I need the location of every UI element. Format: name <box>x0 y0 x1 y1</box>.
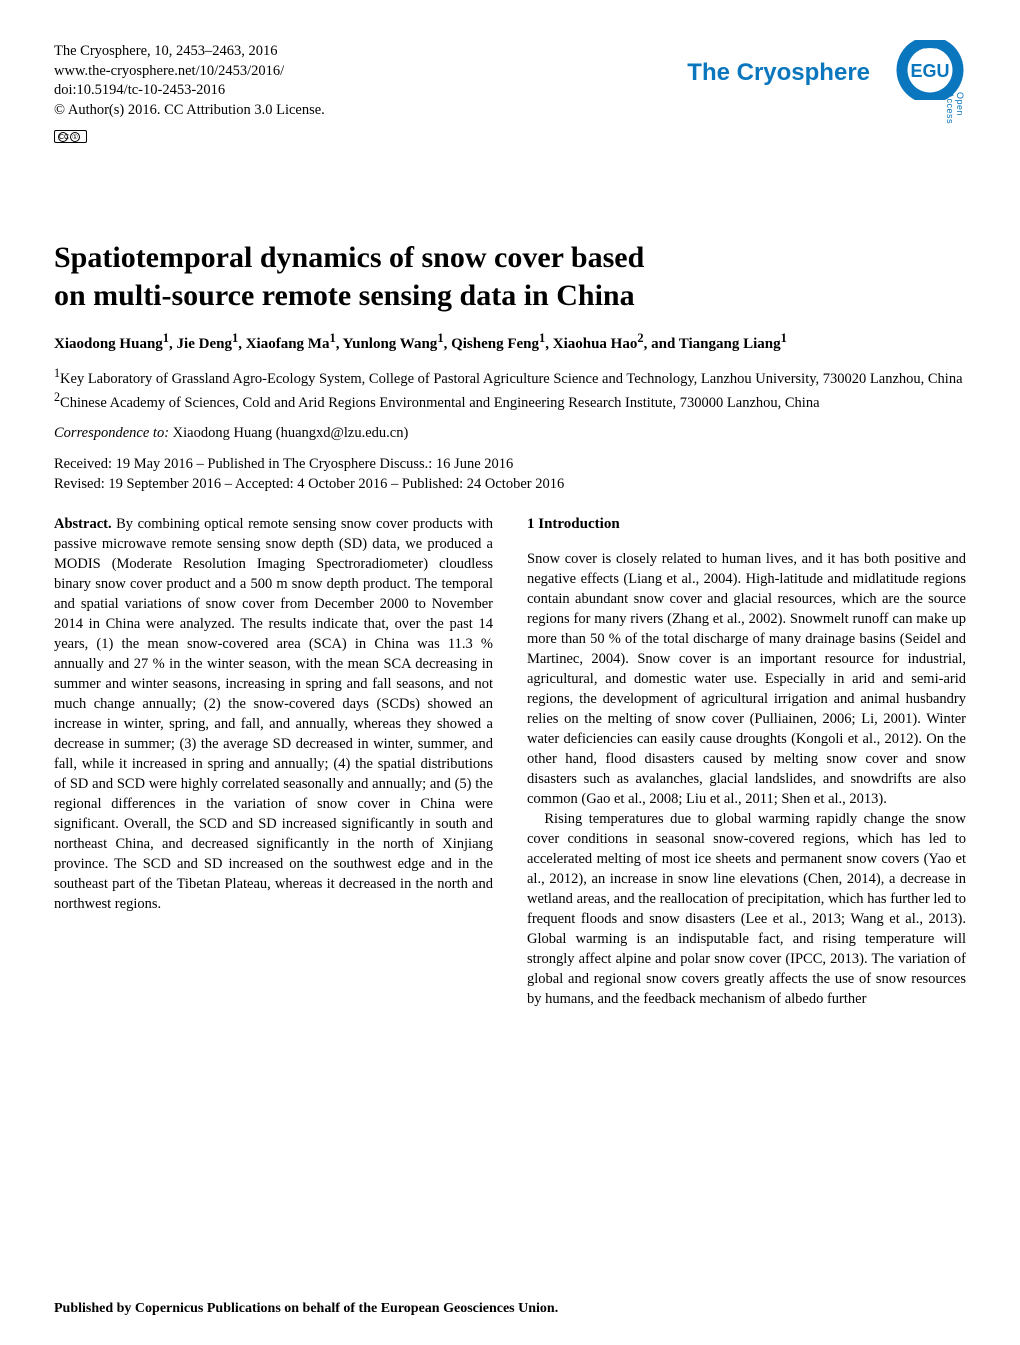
cc-license-row: CC① <box>54 126 966 144</box>
intro-paragraph-1: Snow cover is closely related to human l… <box>527 549 966 809</box>
affiliation-2: 2Chinese Academy of Sciences, Cold and A… <box>54 389 966 413</box>
affiliations: 1Key Laboratory of Grassland Agro-Ecolog… <box>54 365 966 413</box>
correspondence-label: Correspondence to: <box>54 425 169 441</box>
title-line-2: on multi-source remote sensing data in C… <box>54 279 635 312</box>
intro-paragraph-2: Rising temperatures due to global warmin… <box>527 809 966 1009</box>
correspondence-text: Xiaodong Huang (huangxd@lzu.edu.cn) <box>169 425 408 441</box>
title-line-1: Spatiotemporal dynamics of snow cover ba… <box>54 241 644 274</box>
abstract-label: Abstract. <box>54 516 112 532</box>
authors-line: Xiaodong Huang1, Jie Deng1, Xiaofang Ma1… <box>54 330 966 354</box>
section-heading-intro: 1 Introduction <box>527 514 966 535</box>
cc-by-icon: ① <box>70 132 80 142</box>
cc-badge-icon: CC① <box>54 130 87 143</box>
open-access-label: Open Access <box>945 92 965 124</box>
affiliation-1: 1Key Laboratory of Grassland Agro-Ecolog… <box>54 365 966 389</box>
article-title: Spatiotemporal dynamics of snow cover ba… <box>54 239 966 314</box>
journal-name: The Cryosphere <box>687 59 870 87</box>
abstract-paragraph: Abstract. By combining optical remote se… <box>54 514 493 914</box>
publication-dates: Received: 19 May 2016 – Published in The… <box>54 454 966 495</box>
svg-text:EGU: EGU <box>910 61 949 81</box>
authors-text: Xiaodong Huang1, Jie Deng1, Xiaofang Ma1… <box>54 336 787 352</box>
dates-line-2: Revised: 19 September 2016 – Accepted: 4… <box>54 474 966 494</box>
right-column: 1 Introduction Snow cover is closely rel… <box>527 514 966 1009</box>
footer-publisher: Published by Copernicus Publications on … <box>54 1301 966 1317</box>
dates-line-1: Received: 19 May 2016 – Published in The… <box>54 454 966 474</box>
abstract-text: By combining optical remote sensing snow… <box>54 516 493 912</box>
left-column: Abstract. By combining optical remote se… <box>54 514 493 1009</box>
body-columns: Abstract. By combining optical remote se… <box>54 514 966 1009</box>
correspondence: Correspondence to: Xiaodong Huang (huang… <box>54 425 966 442</box>
cc-c-icon: CC <box>58 132 68 142</box>
journal-logo-block: The Cryosphere EGU Open Access <box>687 40 966 105</box>
